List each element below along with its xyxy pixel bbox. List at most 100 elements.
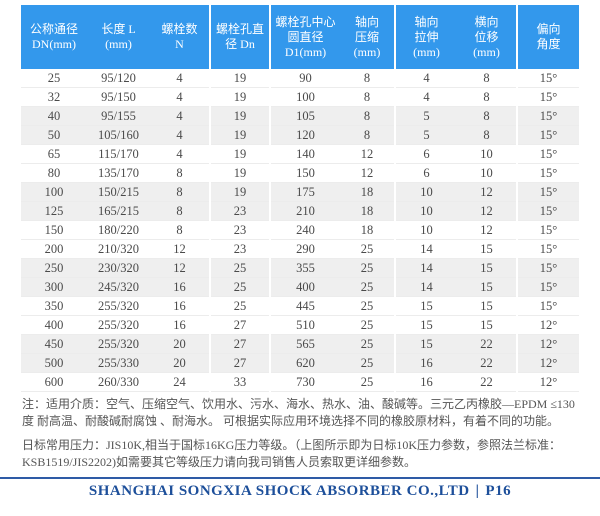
table-cell: 400 [269,277,340,297]
table-cell: 25 [209,258,270,278]
table-cell: 150 [21,220,87,240]
table-cell: 12 [150,258,210,278]
column-header-line: D1(mm) [284,44,327,59]
spec-table: 公称通径 DN(mm) 长度 L (mm) 螺栓数 N 螺栓孔直径 Dn 螺栓孔中心 圆直径 D1… [21,5,579,392]
table-cell: 12 [340,144,395,164]
table-cell: 25 [209,277,270,297]
table-cell: 25 [340,258,395,278]
table-cell: 50 [21,125,87,145]
table-cell: 19 [209,144,270,164]
table-cell: 4 [150,125,210,145]
table-cell: 255/330 [87,353,150,373]
table-cell: 25 [209,296,270,316]
column-header-axial_compression: 轴向 压缩 (mm) [340,5,395,69]
table-cell: 350 [21,296,87,316]
table-cell: 25 [340,239,395,259]
table-cell: 445 [269,296,340,316]
table-cell: 355 [269,258,340,278]
table-cell: 15 [457,277,517,297]
table-cell: 15° [516,144,579,164]
table-cell: 4 [150,106,210,126]
table-cell: 240 [269,220,340,240]
table-cell: 12° [516,334,579,354]
table-cell: 16 [150,296,210,316]
table-row: 40 95/155 4 19 105 8 5 8 15° [21,106,579,126]
table-cell: 255/320 [87,334,150,354]
table-cell: 27 [209,334,270,354]
column-header-bolt_circle_dia: 螺栓孔中心 圆直径 D1(mm) [269,5,340,69]
table-cell: 105/160 [87,125,150,145]
table-header-row: 公称通径 DN(mm) 长度 L (mm) 螺栓数 N 螺栓孔直径 Dn 螺栓孔中心 圆直径 D1… [21,5,579,69]
table-cell: 260/330 [87,372,150,392]
table-cell: 22 [457,372,517,392]
table-body: 25 95/120 4 19 90 8 4 8 15° 32 95/150 4 19 100 8 4 8 15° 4… [21,69,579,392]
table-cell: 15 [394,296,457,316]
footer-divider [0,477,600,479]
table-cell: 15 [457,315,517,335]
table-cell: 8 [340,87,395,107]
table-row: 500 255/330 20 27 620 25 16 22 12° [21,353,579,373]
table-cell: 25 [340,353,395,373]
column-header-line: 长度 L [101,22,136,36]
column-header-line: 偏向 [536,22,561,36]
table-cell: 18 [340,220,395,240]
table-cell: 125 [21,201,87,221]
table-cell: 165/215 [87,201,150,221]
table-row: 200 210/320 12 23 290 25 14 15 15° [21,239,579,259]
table-row: 400 255/320 16 27 510 25 15 15 12° [21,315,579,335]
table-cell: 19 [209,182,270,202]
table-cell: 105 [269,106,340,126]
table-cell: 15° [516,277,579,297]
column-header-line: 压缩 [354,29,379,44]
table-cell: 32 [21,87,87,107]
column-header-line: (mm) [353,44,381,59]
table-cell: 15 [394,334,457,354]
table-row: 125 165/215 8 23 210 18 10 12 15° [21,201,579,221]
table-cell: 90 [269,69,340,88]
table-cell: 12 [457,220,517,240]
table-row: 350 255/320 16 25 445 25 15 15 15° [21,296,579,316]
column-header-line: DN(mm) [32,37,76,51]
column-header-dn: 公称通径 DN(mm) [21,5,87,69]
column-header-length: 长度 L (mm) [87,5,150,69]
note-line-2: 日标常用压力：JIS10K,相当于国标16KG压力等级。（上图所示即为日标10K… [22,438,562,469]
table-cell: 4 [394,69,457,88]
table-cell: 15° [516,106,579,126]
table-cell: 25 [340,277,395,297]
page-footer: SHANGHAI SONGXIA SHOCK ABSORBER CO.,LTD |… [0,483,600,500]
table-cell: 600 [21,372,87,392]
table-cell: 15 [457,296,517,316]
table-cell: 10 [394,182,457,202]
table-cell: 27 [209,353,270,373]
table-cell: 12° [516,315,579,335]
table-cell: 19 [209,163,270,183]
column-header-axial_extension: 轴向 拉伸 (mm) [394,5,457,69]
table-cell: 5 [394,125,457,145]
table-cell: 10 [394,220,457,240]
column-header-line: 横向 [474,14,499,29]
table-cell: 8 [150,182,210,202]
table-cell: 8 [457,69,517,88]
column-header-line: 位移 [474,29,499,44]
table-cell: 8 [457,125,517,145]
table-cell: 15° [516,296,579,316]
column-header-line: 轴向 [414,14,439,29]
table-cell: 200 [21,239,87,259]
table-cell: 250 [21,258,87,278]
table-cell: 27 [209,315,270,335]
table-cell: 150 [269,163,340,183]
table-cell: 12° [516,353,579,373]
table-cell: 8 [457,106,517,126]
table-cell: 25 [21,69,87,88]
table-cell: 16 [150,277,210,297]
table-cell: 15° [516,182,579,202]
table-cell: 12 [457,201,517,221]
column-header-line: 公称通径 [29,22,78,36]
company-name: SHANGHAI SONGXIA SHOCK ABSORBER CO.,LTD [88,483,470,499]
column-header-line: (mm) [105,37,132,51]
table-cell: 10 [394,201,457,221]
table-cell: 12 [340,163,395,183]
table-cell: 510 [269,315,340,335]
table-cell: 80 [21,163,87,183]
table-cell: 120 [269,125,340,145]
